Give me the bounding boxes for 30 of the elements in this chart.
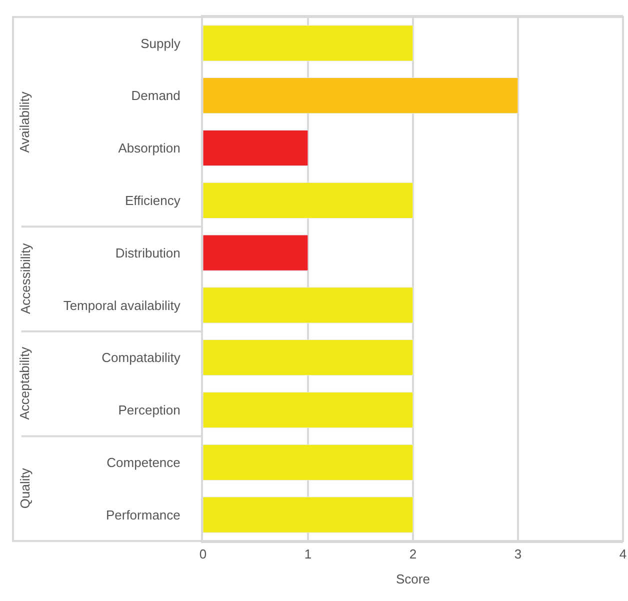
x-tick-label: 1: [304, 546, 312, 562]
y-tick-label: Competence: [106, 454, 180, 470]
bar: [203, 234, 308, 271]
bar: [203, 182, 414, 218]
y-tick-label: Temporal availability: [63, 298, 181, 313]
text: Availability: [17, 91, 32, 153]
x-tick-label: 3: [514, 546, 522, 562]
text: Quality: [17, 468, 32, 509]
bar: [203, 496, 414, 533]
text: Accessibility: [18, 242, 33, 314]
y-tick-label: Compatability: [102, 350, 181, 366]
y-tick-label: Demand: [131, 88, 180, 104]
y-tick-label: Supply: [140, 36, 181, 51]
bar: [203, 287, 414, 324]
bar: [203, 392, 414, 428]
x-tick-label: 2: [409, 546, 417, 562]
bar: [203, 444, 414, 480]
bar: [203, 78, 518, 114]
x-axis-title: Score: [396, 572, 430, 587]
x-tick-label: 0: [199, 546, 207, 562]
y-tick-label: Efficiency: [124, 192, 181, 208]
x-tick-label: 4: [619, 546, 627, 562]
y-tick-label: Absorption: [118, 140, 180, 156]
bar: [203, 25, 414, 62]
y-tick-label: Distribution: [115, 245, 180, 260]
y-tick-label: Performance: [106, 507, 180, 522]
y-tick-label: Perception: [118, 402, 180, 418]
bar: [203, 130, 308, 166]
text: Acceptability: [17, 346, 32, 420]
bar: [203, 340, 414, 376]
